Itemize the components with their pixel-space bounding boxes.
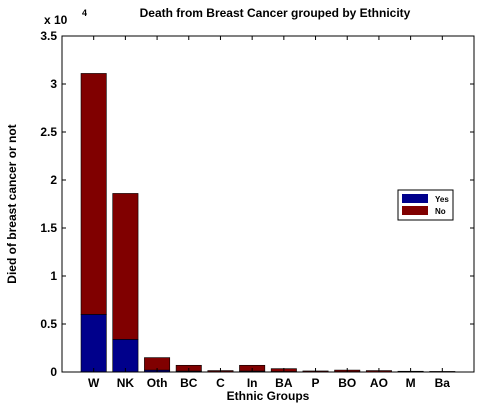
x-tick-label: NK	[117, 376, 135, 390]
y-tick-label: 1.5	[40, 221, 57, 235]
x-ticks-layer: W NK Oth BC C In BA P BO AO M Ba	[88, 36, 450, 390]
bar-nk-yes	[113, 339, 138, 372]
y-tick-label: 0	[50, 365, 57, 379]
legend-swatch-yes	[402, 194, 428, 203]
x-tick-label: BC	[180, 376, 198, 390]
y-multiplier-exponent: 4	[82, 8, 87, 18]
bar-nk-no	[113, 193, 138, 339]
bars-layer	[81, 73, 455, 372]
chart-title: Death from Breast Cancer grouped by Ethn…	[140, 6, 411, 20]
x-tick-label: M	[406, 376, 416, 390]
legend-swatch-no	[402, 206, 428, 215]
x-tick-label: BO	[338, 376, 356, 390]
legend-label-no: No	[435, 207, 446, 216]
y-tick-label: 3.5	[40, 29, 57, 43]
y-tick-label: 2.5	[40, 125, 57, 139]
y-axis-label: Died of breast cancer or not	[5, 124, 19, 283]
x-tick-label: In	[247, 376, 258, 390]
x-tick-label: AO	[370, 376, 388, 390]
y-tick-label: 2	[50, 173, 57, 187]
bar-w-yes	[81, 314, 106, 372]
y-tick-label: 3	[50, 77, 57, 91]
x-tick-label: C	[216, 376, 225, 390]
legend: Yes No	[398, 190, 453, 220]
legend-label-yes: Yes	[435, 195, 449, 204]
bar-w-no	[81, 73, 106, 314]
y-multiplier: x 10 4	[44, 8, 87, 27]
y-multiplier-base: x 10	[44, 13, 68, 27]
x-tick-label: BA	[275, 376, 293, 390]
y-tick-label: 0.5	[40, 317, 57, 331]
x-tick-label: P	[312, 376, 320, 390]
x-tick-label: Oth	[147, 376, 168, 390]
x-tick-label: W	[88, 376, 100, 390]
x-axis-label: Ethnic Groups	[227, 389, 310, 403]
y-tick-label: 1	[50, 269, 57, 283]
x-tick-label: Ba	[435, 376, 451, 390]
